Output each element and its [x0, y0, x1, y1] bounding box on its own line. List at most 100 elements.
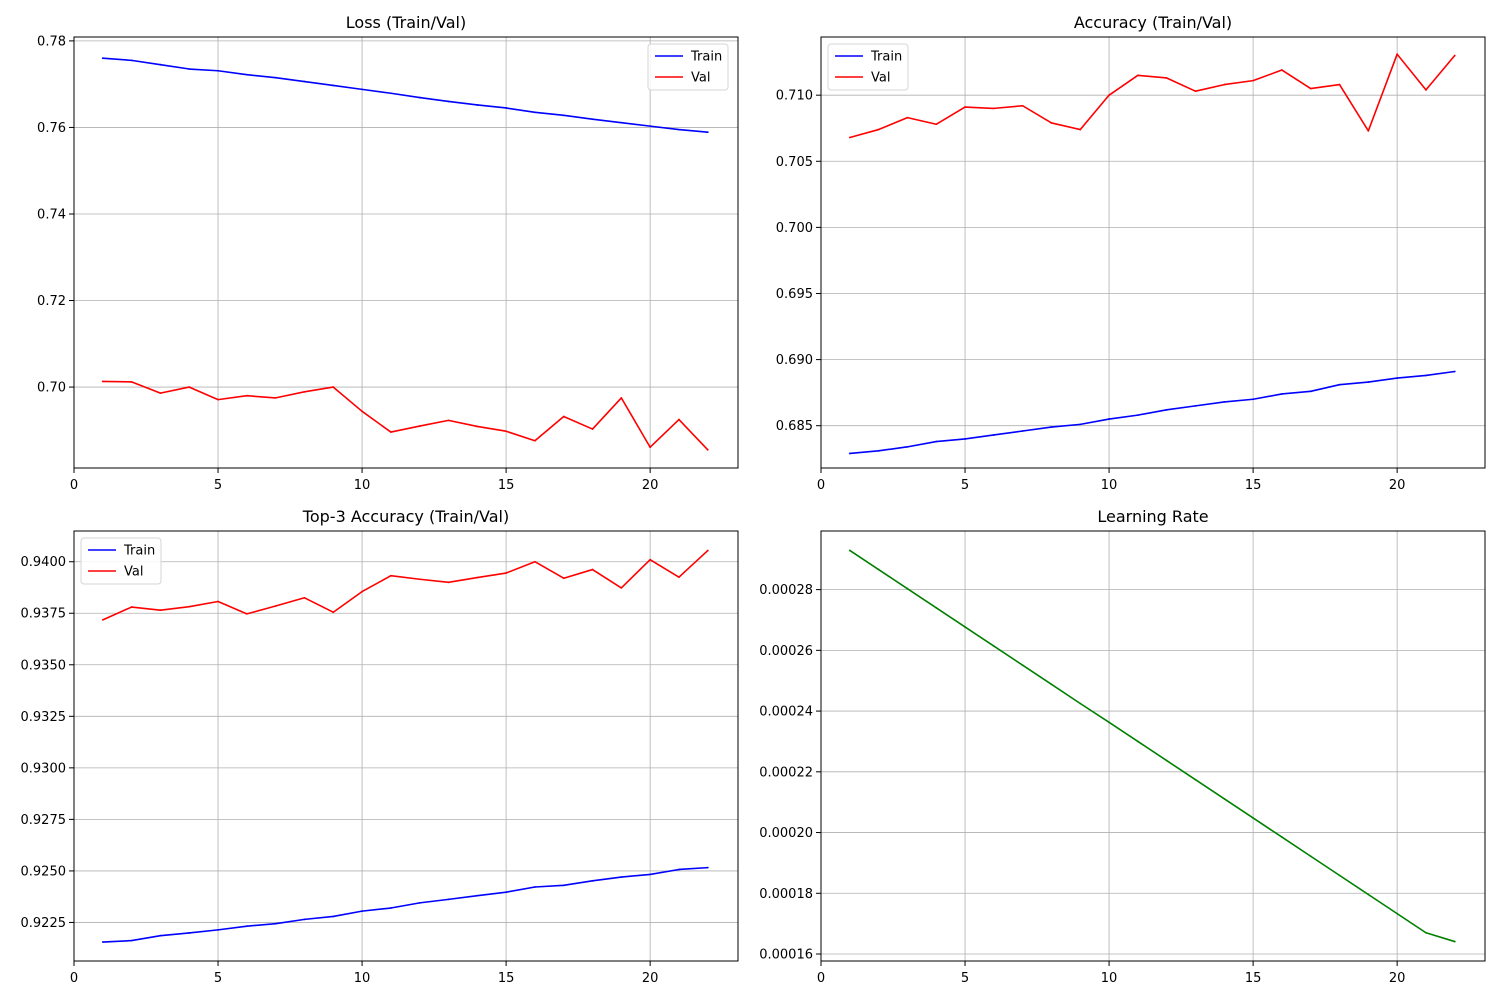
- data-point-learning-rate: [848, 549, 851, 552]
- data-point-val: [877, 128, 880, 131]
- data-point-val: [906, 116, 909, 119]
- x-tick-label: 5: [214, 478, 222, 493]
- y-tick-label: 0.70: [37, 381, 66, 396]
- data-point-train: [534, 111, 536, 114]
- data-point-train: [361, 88, 363, 91]
- data-point-val: [217, 398, 219, 401]
- x-tick-label: 20: [1389, 478, 1406, 493]
- plot-frame: [820, 530, 1486, 962]
- data-point-val: [1396, 53, 1399, 56]
- data-point-learning-rate: [1396, 912, 1399, 915]
- data-point-learning-rate: [1021, 664, 1024, 667]
- data-point-train: [447, 898, 450, 901]
- y-tick-label: 0.9325: [21, 710, 67, 725]
- x-tick-label: 10: [1101, 971, 1118, 986]
- data-point-train: [1281, 393, 1283, 395]
- data-point-val: [620, 586, 623, 589]
- data-point-learning-rate: [1453, 940, 1456, 943]
- data-point-train: [101, 941, 104, 943]
- data-point-val: [1136, 74, 1139, 77]
- data-point-val: [188, 386, 191, 388]
- data-point-train: [1309, 390, 1312, 393]
- y-tick-label: 0.78: [37, 34, 66, 49]
- data-point-val: [101, 380, 104, 383]
- data-point-train: [1223, 400, 1226, 403]
- data-point-val: [1223, 83, 1226, 86]
- x-tick-label: 15: [1245, 971, 1262, 986]
- data-point-val: [848, 136, 851, 139]
- data-point-learning-rate: [992, 645, 995, 647]
- x-tick-label: 20: [642, 971, 659, 986]
- data-point-train: [361, 910, 363, 913]
- data-point-learning-rate: [935, 606, 938, 609]
- series-line-train: [102, 57, 708, 133]
- series-line-val: [102, 549, 709, 621]
- data-point-val: [649, 446, 652, 449]
- data-point-train: [245, 925, 248, 928]
- data-point-val: [447, 581, 450, 584]
- data-point-learning-rate: [1223, 797, 1226, 800]
- data-point-train: [130, 59, 133, 62]
- data-point-val: [1079, 128, 1082, 131]
- data-point-val: [935, 123, 938, 126]
- plot-frame: [73, 530, 739, 962]
- data-point-learning-rate: [1050, 683, 1053, 686]
- x-tick-label: 20: [1389, 971, 1406, 986]
- data-point-val: [130, 606, 133, 608]
- data-point-learning-rate: [1309, 855, 1312, 858]
- data-point-train: [476, 894, 479, 897]
- data-point-train: [447, 100, 450, 103]
- data-point-train: [1194, 404, 1197, 407]
- data-point-train: [1165, 408, 1168, 411]
- data-point-val: [1252, 79, 1255, 82]
- data-point-val: [1021, 104, 1024, 107]
- data-point-train: [649, 873, 652, 876]
- data-point-val: [245, 394, 248, 397]
- data-point-learning-rate: [1165, 759, 1168, 762]
- data-point-val: [505, 572, 508, 574]
- chart-title: Learning Rate: [1097, 507, 1208, 526]
- data-point-val: [562, 577, 565, 580]
- series-line-val: [849, 53, 1456, 139]
- y-tick-label: 0.00026: [759, 644, 813, 659]
- data-point-val: [678, 576, 680, 579]
- data-point-val: [476, 425, 479, 428]
- data-point-train: [562, 884, 565, 887]
- data-point-train: [678, 868, 680, 871]
- data-point-train: [1338, 383, 1341, 386]
- data-point-train: [1252, 398, 1255, 401]
- legend-label-train: Train: [123, 544, 155, 559]
- y-tick-label: 0.9275: [21, 813, 67, 828]
- data-point-val: [1108, 94, 1110, 97]
- data-point-train: [1453, 370, 1456, 373]
- data-point-train: [188, 932, 191, 934]
- data-point-train: [217, 928, 219, 931]
- data-point-train: [130, 939, 133, 942]
- data-point-val: [1050, 122, 1053, 124]
- data-point-val: [447, 419, 450, 422]
- y-tick-label: 0.9400: [21, 555, 67, 570]
- data-point-train: [274, 922, 277, 925]
- data-point-train: [505, 107, 508, 109]
- data-point-val: [188, 605, 191, 608]
- data-point-train: [418, 96, 421, 99]
- data-point-val: [476, 576, 479, 579]
- legend-label-train: Train: [870, 50, 902, 65]
- data-point-train: [620, 121, 623, 124]
- data-point-train: [418, 901, 421, 904]
- y-tick-label: 0.00018: [759, 887, 813, 902]
- series-line-learning-rate: [849, 549, 1455, 943]
- chart-panel-2: Accuracy (Train/Val) 0 5 10 15 20 0.685 0.690 0.…: [776, 13, 1486, 493]
- y-tick-label: 0.695: [776, 287, 813, 302]
- data-point-val: [130, 380, 133, 383]
- data-point-train: [303, 80, 306, 83]
- data-point-val: [1453, 54, 1456, 57]
- data-point-train: [476, 104, 479, 106]
- y-tick-label: 0.76: [37, 121, 66, 136]
- y-tick-label: 0.74: [37, 207, 66, 222]
- data-point-train: [1425, 374, 1427, 377]
- data-point-train: [1021, 430, 1024, 432]
- data-point-train: [678, 128, 680, 131]
- data-point-train: [964, 438, 966, 440]
- x-tick-label: 10: [354, 971, 371, 986]
